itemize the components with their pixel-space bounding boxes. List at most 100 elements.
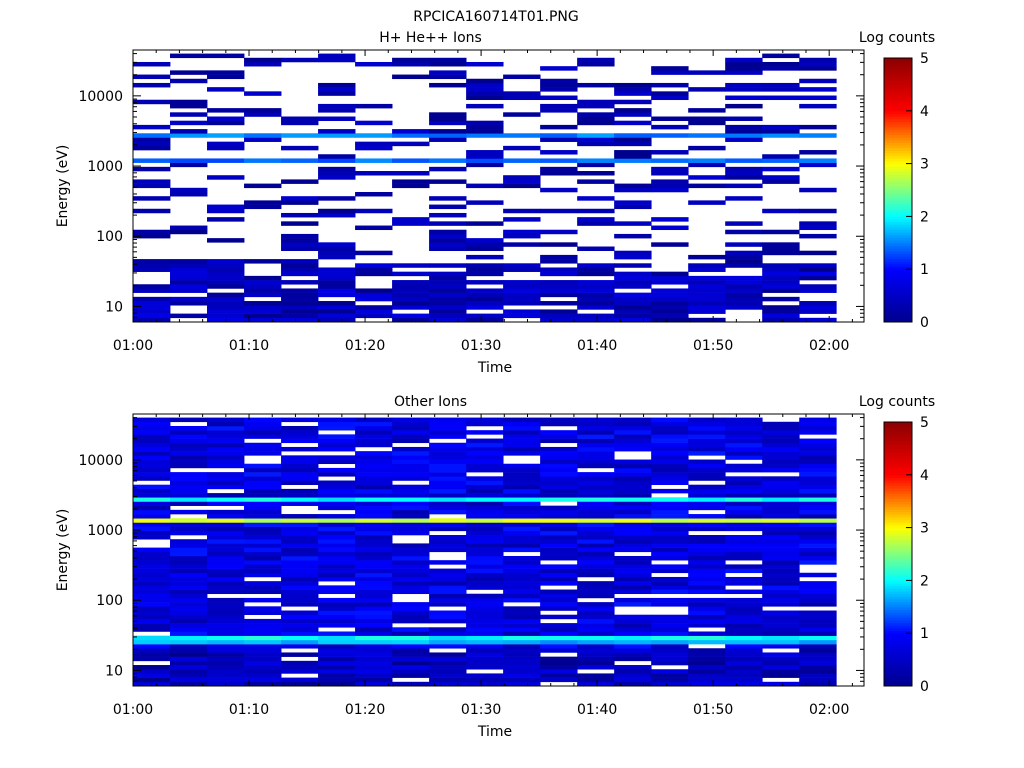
heatmap-cell	[133, 610, 171, 615]
heatmap-cell	[614, 204, 652, 210]
heatmap-cell	[466, 585, 504, 590]
heatmap-cell	[244, 568, 282, 574]
heatmap-cell	[466, 493, 504, 498]
heatmap-cell	[466, 154, 504, 159]
heatmap-cell	[355, 472, 393, 477]
heatmap-cell	[466, 564, 504, 569]
heatmap-cell	[540, 66, 578, 71]
heatmap-cell	[466, 593, 504, 599]
heatmap-cell	[503, 145, 541, 151]
heatmap-cell	[688, 200, 726, 205]
heatmap-cell	[170, 585, 208, 590]
heatmap-cell	[466, 660, 504, 666]
heatmap-cell	[207, 484, 245, 490]
heatmap-cell	[133, 509, 171, 515]
heatmap-cell	[466, 576, 504, 582]
heatmap-cell	[429, 212, 467, 218]
heatmap-cell	[133, 263, 171, 268]
heatmap-cell	[466, 317, 504, 323]
colorbar-step	[884, 559, 912, 563]
heatmap-cell	[725, 296, 763, 302]
heatmap-cell	[244, 446, 282, 452]
heatmap-cell	[170, 259, 208, 264]
heatmap-cell	[503, 421, 541, 427]
heatmap-cell	[133, 585, 171, 590]
heatmap-cell	[762, 179, 800, 184]
heatmap-cell	[133, 652, 171, 657]
heatmap-cell	[651, 317, 689, 323]
heatmap-cell	[762, 133, 800, 138]
colorbar-step	[884, 216, 912, 220]
heatmap-cell	[540, 627, 578, 632]
heatmap-cell	[688, 665, 726, 670]
heatmap-cell	[318, 497, 356, 502]
heatmap-cell	[244, 137, 282, 142]
heatmap-cell	[762, 263, 800, 268]
heatmap-cell	[688, 488, 726, 494]
heatmap-cell	[577, 162, 615, 168]
heatmap-cell	[799, 221, 837, 226]
colorbar-step	[884, 118, 912, 122]
heatmap-cell	[318, 564, 356, 569]
heatmap-cell	[355, 438, 393, 444]
colorbar-step	[884, 248, 912, 252]
heatmap-cell	[170, 593, 208, 599]
y-tick-label: 10	[105, 299, 123, 315]
heatmap-cell	[540, 660, 578, 666]
heatmap-cell	[170, 267, 208, 272]
heatmap-cell	[651, 434, 689, 439]
heatmap-cell	[503, 438, 541, 444]
heatmap-cell	[651, 681, 689, 687]
heatmap-cell	[429, 246, 467, 251]
heatmap-cell	[577, 442, 615, 448]
heatmap-cell	[651, 618, 689, 624]
heatmap-cell	[762, 275, 800, 281]
heatmap-cell	[281, 200, 319, 205]
heatmap-cell	[318, 57, 356, 63]
heatmap-cell	[725, 644, 763, 649]
heatmap-cell	[799, 585, 837, 590]
heatmap-cell	[207, 472, 245, 477]
heatmap-cell	[429, 631, 467, 636]
colorbar-step	[884, 271, 912, 275]
heatmap-cell	[207, 425, 245, 431]
colorbar-tick-label: 3	[920, 157, 929, 173]
heatmap-cell	[392, 488, 430, 494]
heatmap-cell	[503, 665, 541, 670]
heatmap-cell	[503, 292, 541, 298]
heatmap-cell	[688, 635, 726, 641]
heatmap-cell	[466, 162, 504, 168]
heatmap-cell	[466, 560, 504, 565]
heatmap-cell	[281, 459, 319, 465]
colorbar-step	[884, 314, 912, 318]
heatmap-cell	[540, 631, 578, 636]
heatmap-cell	[577, 438, 615, 444]
heatmap-cell	[540, 259, 578, 264]
heatmap-cell	[170, 681, 208, 687]
heatmap-cell	[207, 547, 245, 553]
heatmap-cell	[207, 526, 245, 532]
heatmap-cell	[244, 539, 282, 544]
heatmap-cell	[503, 425, 541, 431]
heatmap-cell	[281, 518, 319, 523]
heatmap-cell	[503, 133, 541, 138]
heatmap-cell	[355, 648, 393, 653]
heatmap-cell	[799, 669, 837, 674]
heatmap-cell	[281, 242, 319, 247]
heatmap-cell	[281, 493, 319, 498]
heatmap-cell	[207, 606, 245, 611]
colorbar-step	[884, 176, 912, 180]
heatmap-cell	[281, 233, 319, 239]
heatmap-cell	[540, 438, 578, 444]
heatmap-cell	[429, 665, 467, 670]
heatmap-cell	[392, 288, 430, 293]
y-tick-label: 100	[96, 229, 123, 245]
heatmap-cell	[725, 581, 763, 586]
heatmap-cell	[614, 639, 652, 645]
heatmap-cell	[318, 91, 356, 96]
heatmap-cell	[577, 246, 615, 251]
heatmap-cell	[762, 614, 800, 620]
heatmap-cell	[540, 530, 578, 536]
heatmap-cell	[318, 417, 356, 423]
heatmap-cell	[392, 585, 430, 590]
